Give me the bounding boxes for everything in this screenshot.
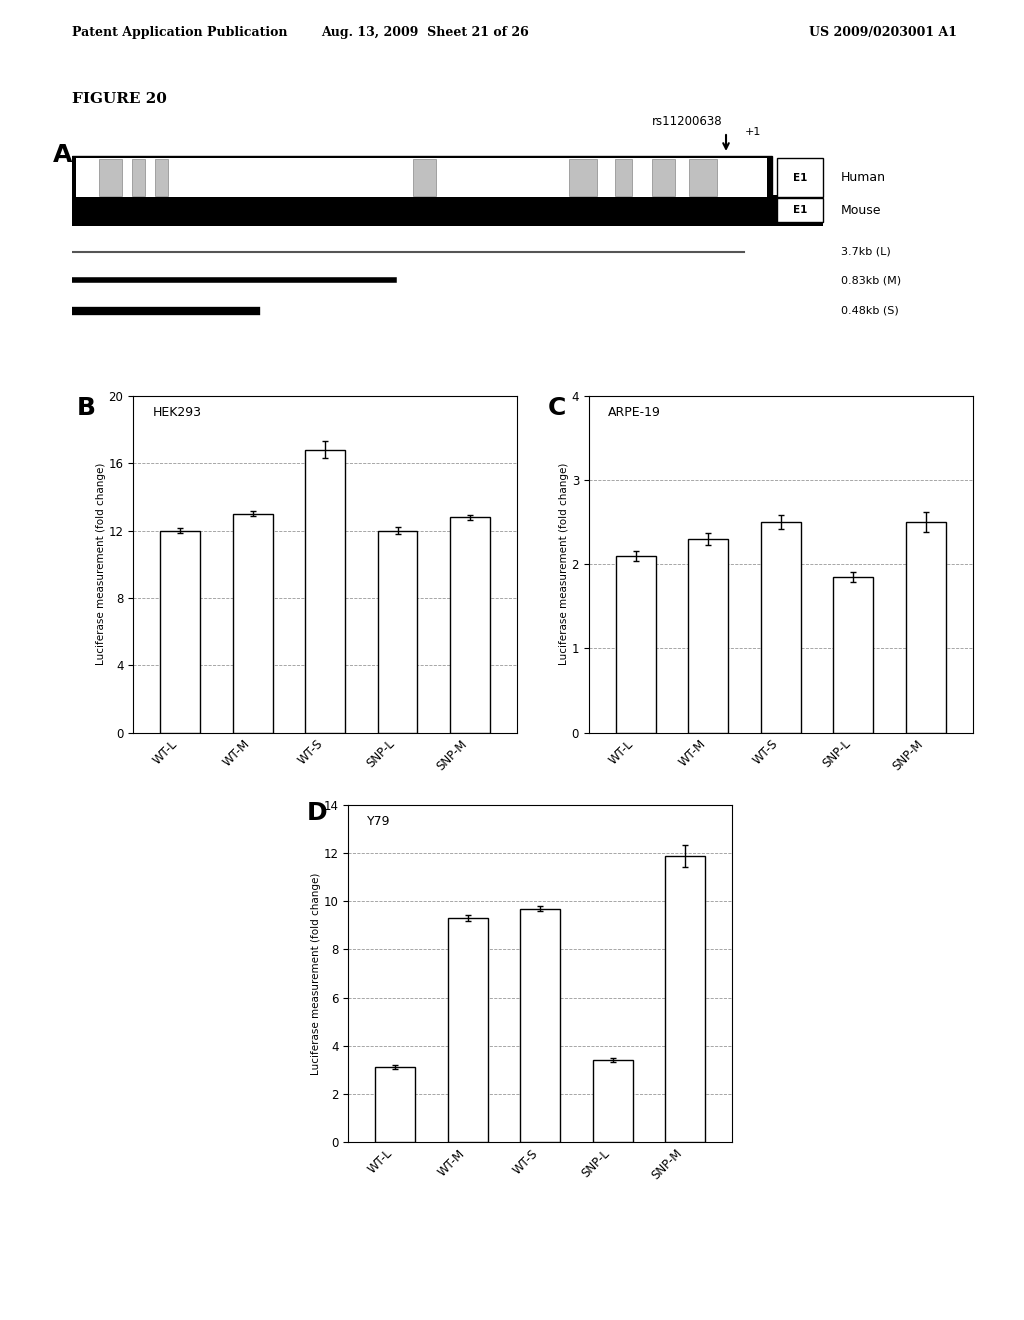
Bar <box>413 160 436 197</box>
Text: FIGURE 20: FIGURE 20 <box>72 92 167 107</box>
Bar <box>569 160 597 197</box>
Bar <box>776 158 823 198</box>
Bar <box>451 517 489 733</box>
Text: B: B <box>77 396 96 420</box>
Bar <box>520 908 560 1142</box>
Text: E1: E1 <box>793 173 807 182</box>
Bar <box>447 919 487 1142</box>
Text: rs11200638: rs11200638 <box>652 115 723 128</box>
Bar <box>593 1060 633 1142</box>
Bar <box>906 523 945 733</box>
Text: 0.83kb (M): 0.83kb (M) <box>841 275 901 285</box>
Text: Aug. 13, 2009  Sheet 21 of 26: Aug. 13, 2009 Sheet 21 of 26 <box>322 26 528 40</box>
Bar <box>99 160 123 197</box>
Bar <box>72 195 822 226</box>
Text: E1: E1 <box>793 206 807 215</box>
Bar <box>688 539 728 733</box>
Bar <box>72 156 772 199</box>
Bar <box>161 531 200 733</box>
Y-axis label: Luciferase measurement (fold change): Luciferase measurement (fold change) <box>310 873 321 1074</box>
Text: Human: Human <box>841 172 886 185</box>
Text: 3.7kb (L): 3.7kb (L) <box>841 247 891 257</box>
Text: 0.48kb (S): 0.48kb (S) <box>841 306 899 315</box>
Bar <box>131 160 145 197</box>
Bar <box>615 160 632 197</box>
Text: Patent Application Publication: Patent Application Publication <box>72 26 287 40</box>
Bar <box>761 523 801 733</box>
Text: Y79: Y79 <box>368 816 391 828</box>
Bar <box>77 158 768 198</box>
Bar <box>666 855 705 1142</box>
Y-axis label: Luciferase measurement (fold change): Luciferase measurement (fold change) <box>95 463 105 665</box>
Bar <box>72 156 772 199</box>
Text: C: C <box>548 396 566 420</box>
Bar <box>652 160 676 197</box>
Text: US 2009/0203001 A1: US 2009/0203001 A1 <box>809 26 957 40</box>
Bar <box>232 513 272 733</box>
Text: A: A <box>53 143 73 166</box>
Bar <box>616 556 655 733</box>
Y-axis label: Luciferase measurement (fold change): Luciferase measurement (fold change) <box>559 463 568 665</box>
Bar <box>378 531 418 733</box>
Text: +1: +1 <box>744 127 761 137</box>
Text: D: D <box>307 801 328 825</box>
Bar <box>155 160 168 197</box>
Bar <box>305 450 345 733</box>
Text: HEK293: HEK293 <box>153 407 202 418</box>
Bar <box>834 577 873 733</box>
Bar <box>376 1068 415 1142</box>
Bar <box>689 160 717 197</box>
Text: ARPE-19: ARPE-19 <box>608 407 660 418</box>
Text: Mouse: Mouse <box>841 205 882 216</box>
Bar <box>776 198 823 223</box>
